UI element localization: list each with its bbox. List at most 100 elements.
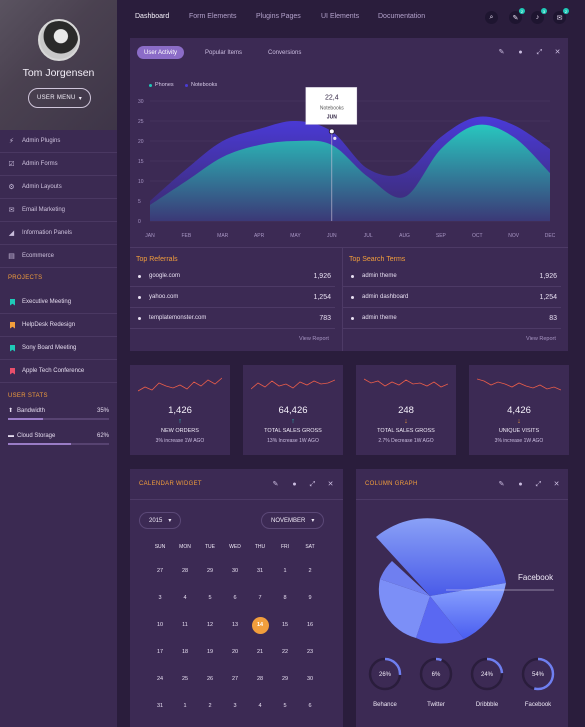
calendar-day[interactable]: 27 — [156, 568, 164, 574]
nav-link-form-elements[interactable]: Form Elements — [189, 13, 237, 20]
close-icon[interactable]: ✕ — [327, 481, 334, 488]
calendar-day[interactable]: 1 — [283, 568, 287, 574]
calendar-day[interactable]: 17 — [156, 649, 164, 655]
polar-segment[interactable] — [378, 579, 430, 638]
month-select[interactable]: NOVEMBER ▾ — [261, 512, 325, 529]
calendar-day[interactable]: 21 — [256, 649, 264, 655]
chat-icon[interactable]: ✉ 2 — [553, 8, 569, 24]
calendar-day[interactable]: 9 — [308, 595, 312, 601]
tab-popular-items[interactable]: Popular Items — [205, 49, 243, 56]
edit-icon[interactable]: ✎ — [498, 49, 505, 56]
legend-dot — [185, 83, 188, 87]
sidebar-item-label: Admin Plugins — [22, 138, 61, 144]
calendar-day[interactable]: 1 — [183, 703, 187, 709]
color-drop-icon[interactable]: ● — [292, 481, 297, 488]
calendar-day[interactable]: 23 — [306, 649, 314, 655]
calendar-day[interactable]: 27 — [231, 676, 239, 682]
calendar-day[interactable]: 30 — [231, 568, 239, 574]
close-icon[interactable]: ✕ — [553, 481, 560, 488]
sidebar-item[interactable]: ▤ Ecommerce — [0, 245, 117, 268]
calendar-day[interactable]: 5 — [208, 595, 212, 601]
calendar-day[interactable]: 3 — [233, 703, 237, 709]
calendar-day[interactable]: 2 — [308, 568, 312, 574]
polar-segment[interactable] — [430, 583, 506, 639]
project-item[interactable]: Sony Board Meeting — [0, 337, 117, 360]
polar-segment[interactable] — [416, 596, 464, 644]
data-point[interactable] — [333, 136, 337, 140]
view-report-link[interactable]: View Report — [526, 336, 556, 342]
project-item[interactable]: Apple Tech Conference — [0, 360, 117, 383]
close-icon[interactable]: ✕ — [554, 49, 561, 56]
calendar-day[interactable]: 8 — [283, 595, 287, 601]
calendar-day[interactable]: 31 — [156, 703, 164, 709]
sidebar-item[interactable]: ◢ Information Panels — [0, 222, 117, 245]
calendar-day[interactable]: 12 — [206, 622, 214, 628]
expand-icon[interactable]: ⤢ — [536, 49, 543, 56]
calendar-day[interactable]: 20 — [231, 649, 239, 655]
calendar-day[interactable]: 4 — [258, 703, 262, 709]
project-item[interactable]: Executive Meeting — [0, 291, 117, 314]
nav-link-ui-elements[interactable]: UI Elements — [321, 13, 360, 20]
list-item[interactable]: admin theme 1,926 — [343, 266, 561, 287]
color-drop-icon[interactable]: ● — [518, 481, 523, 488]
view-report-link[interactable]: View Report — [299, 336, 329, 342]
x-tick-label: JUN — [327, 233, 337, 239]
calendar-day[interactable]: 4 — [183, 595, 187, 601]
calendar-day[interactable]: 24 — [156, 676, 164, 682]
calendar-day[interactable]: 6 — [308, 703, 312, 709]
tab-user-activity[interactable]: User Activity — [137, 46, 185, 59]
sidebar-item[interactable]: ⚙ Admin Layouts — [0, 176, 117, 199]
calendar-day[interactable]: 7 — [258, 595, 262, 601]
list-item[interactable]: yahoo.com 1,254 — [130, 287, 335, 308]
search-icon[interactable]: ⌕ — [485, 11, 498, 24]
calendar-day[interactable]: 10 — [156, 622, 164, 628]
calendar-day[interactable]: 2 — [208, 703, 212, 709]
calendar-day[interactable]: 29 — [281, 676, 289, 682]
calendar-day[interactable]: 26 — [206, 676, 214, 682]
calendar-day[interactable]: 5 — [283, 703, 287, 709]
calendar-day[interactable]: 13 — [231, 622, 239, 628]
y-tick-label: 10 — [138, 179, 144, 185]
color-drop-icon[interactable]: ● — [518, 49, 523, 56]
calendar-day[interactable]: 28 — [256, 676, 264, 682]
wand-icon[interactable]: ✎ 2 — [509, 8, 525, 24]
avatar[interactable] — [38, 19, 80, 61]
edit-icon[interactable]: ✎ — [272, 481, 279, 488]
nav-link-dashboard[interactable]: Dashboard — [135, 13, 170, 20]
calendar-day[interactable]: 6 — [233, 595, 237, 601]
year-select[interactable]: 2015 ▾ — [139, 512, 182, 529]
sidebar-item[interactable]: ⚡ Admin Plugins — [0, 130, 117, 153]
edit-icon[interactable]: ✎ — [498, 481, 505, 488]
user-menu-button[interactable]: USER MENU ▾ — [28, 88, 91, 108]
calendar-day[interactable]: 30 — [306, 676, 314, 682]
expand-icon[interactable]: ⤢ — [535, 481, 542, 488]
calendar-day[interactable]: 11 — [182, 622, 188, 628]
calendar-day[interactable]: 18 — [181, 649, 189, 655]
tab-conversions[interactable]: Conversions — [268, 49, 302, 56]
list-item[interactable]: templatemonster.com 783 — [130, 308, 335, 329]
calendar-day[interactable]: 28 — [181, 568, 189, 574]
calendar-day[interactable]: 25 — [181, 676, 189, 682]
list-item[interactable]: admin dashboard 1,254 — [343, 287, 561, 308]
nav-link-documentation[interactable]: Documentation — [378, 13, 426, 20]
expand-icon[interactable]: ⤢ — [309, 481, 316, 488]
calendar-day-today[interactable]: 14 — [251, 617, 269, 634]
polar-segment[interactable] — [376, 518, 506, 596]
calendar-day[interactable]: 3 — [158, 595, 162, 601]
calendar-day[interactable]: 19 — [206, 649, 214, 655]
series-area-phones[interactable] — [150, 124, 550, 221]
calendar-day[interactable]: 15 — [281, 622, 289, 628]
calendar-day[interactable]: 22 — [281, 649, 289, 655]
sidebar-item[interactable]: ☑ Admin Forms — [0, 153, 117, 176]
nav-link-plugins-pages[interactable]: Plugins Pages — [256, 13, 301, 20]
calendar-day[interactable]: 16 — [306, 622, 314, 628]
sidebar-item[interactable]: ✉ Email Marketing — [0, 199, 117, 222]
list-item[interactable]: admin theme 83 — [343, 308, 561, 329]
bell-icon[interactable]: ♪ 3 — [531, 8, 547, 24]
calendar-day[interactable]: 31 — [256, 568, 264, 574]
list-item[interactable]: google.com 1,926 — [130, 266, 335, 287]
calendar-day[interactable]: 29 — [206, 568, 214, 574]
polar-segment[interactable] — [380, 561, 430, 596]
project-item[interactable]: HelpDesk Redesign — [0, 314, 117, 337]
data-point[interactable] — [328, 128, 335, 135]
